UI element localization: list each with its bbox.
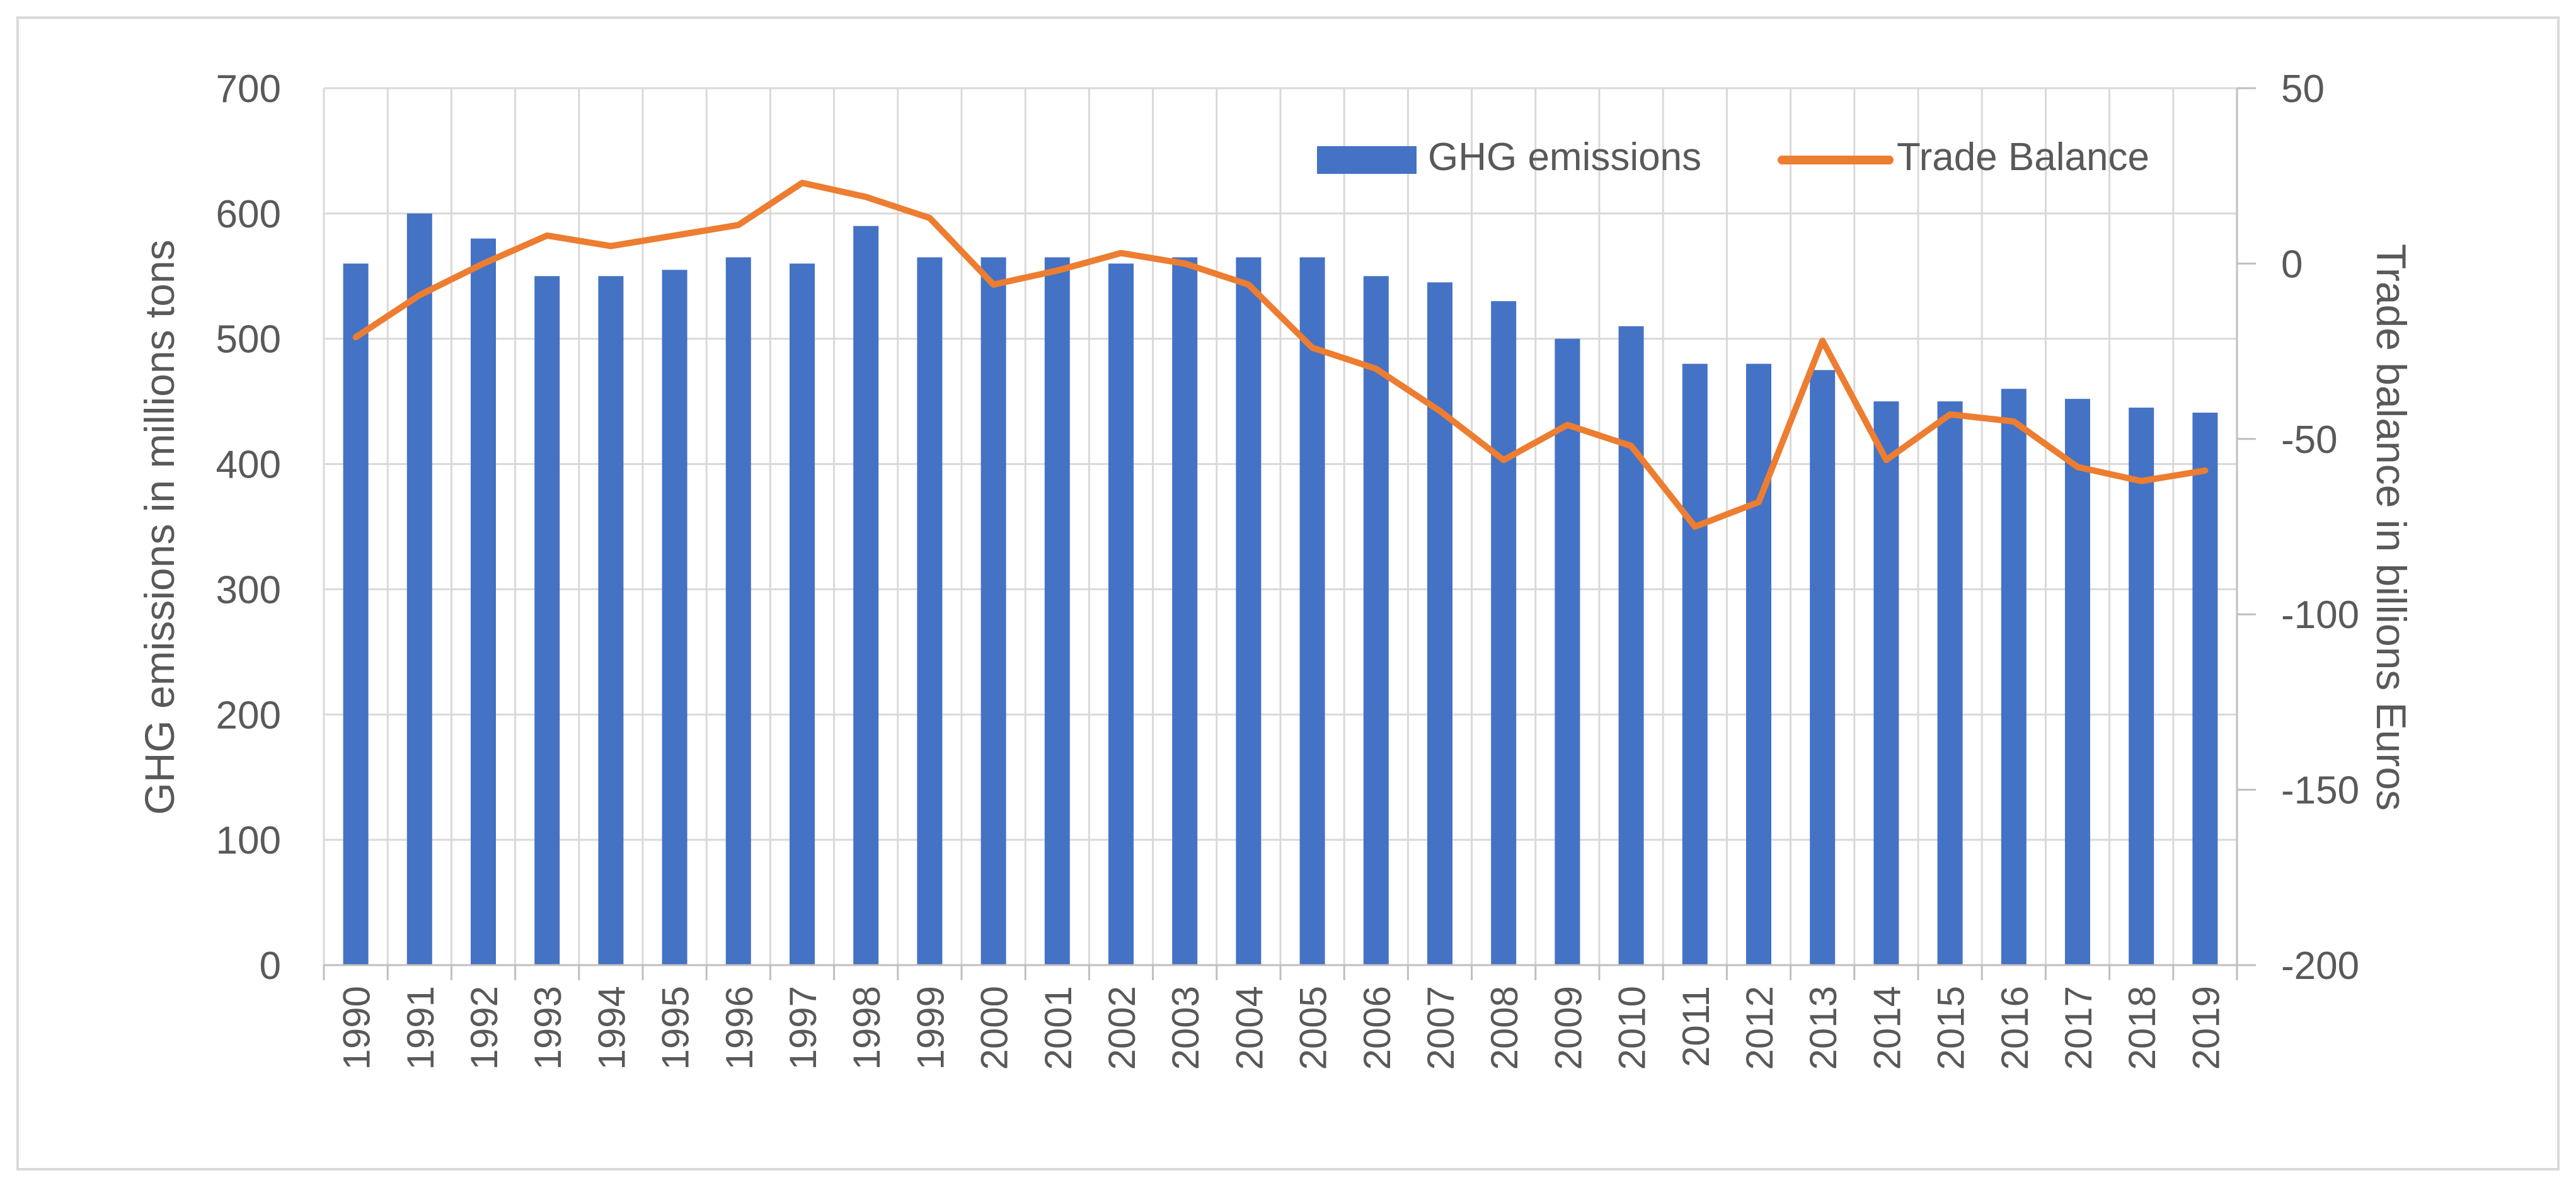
point-trade-1996	[738, 224, 739, 226]
x-tick-label-1995: 1995	[655, 986, 697, 1070]
bar-ghg-2011	[1682, 363, 1708, 965]
x-tick-label-2005: 2005	[1292, 986, 1335, 1070]
bar-ghg-2008	[1491, 301, 1517, 965]
y2-tick-label: -150	[2281, 769, 2359, 813]
axis-layer: 0 100 200 300 400 500 600 700 -200 -150 -100 -50 0 50…	[216, 67, 2360, 1070]
bar-ghg-1995	[662, 270, 687, 965]
bar-ghg-1990	[343, 263, 369, 965]
bar-ghg-1998	[853, 226, 879, 965]
bar-ghg-2003	[1172, 257, 1198, 965]
x-tick-label-2013: 2013	[1802, 986, 1844, 1070]
x-tick-label-1997: 1997	[782, 986, 824, 1070]
bar-ghg-1994	[598, 276, 624, 966]
bar-ghg-1992	[471, 238, 496, 966]
line-layer	[352, 180, 2209, 530]
x-tick-label-2002: 2002	[1101, 986, 1143, 1070]
x-tick-label-2017: 2017	[2057, 986, 2100, 1070]
bar-ghg-1997	[790, 263, 815, 965]
y-tick-label: 300	[216, 568, 281, 612]
x-tick-label-2010: 2010	[1611, 986, 1653, 1070]
point-trade-1999	[929, 217, 930, 219]
x-tick-label-2006: 2006	[1356, 986, 1398, 1070]
legend-label-ghg: GHG emissions	[1428, 135, 1701, 179]
bar-ghg-1999	[917, 257, 943, 965]
point-trade-2004	[1248, 284, 1249, 285]
legend-layer: GHG emissions Trade Balance	[1317, 135, 2149, 179]
x-tick-label-2007: 2007	[1420, 986, 1462, 1070]
legend-swatch-ghg	[1317, 146, 1417, 174]
y2-tick-label: -100	[2281, 593, 2359, 637]
bar-ghg-2010	[1618, 326, 1644, 965]
bar-ghg-2007	[1427, 282, 1452, 966]
point-trade-1992	[483, 263, 484, 264]
x-tick-label-2019: 2019	[2185, 986, 2227, 1070]
x-tick-label-2000: 2000	[974, 986, 1016, 1070]
bar-ghg-1996	[725, 257, 751, 965]
y-tick-label: 400	[216, 443, 281, 487]
bar-ghg-2016	[2001, 389, 2027, 965]
point-trade-2000	[993, 284, 994, 285]
bar-ghg-2013	[1810, 370, 1836, 965]
x-tick-label-2015: 2015	[1930, 986, 1972, 1070]
bar-ghg-2017	[2065, 399, 2090, 965]
point-trade-1995	[674, 235, 676, 236]
legend-label-trade: Trade Balance	[1897, 135, 2149, 179]
x-tick-label-2012: 2012	[1739, 986, 1781, 1070]
bar-ghg-2002	[1108, 263, 1134, 965]
y-tick-label: 700	[216, 67, 281, 111]
x-tick-label-2011: 2011	[1675, 986, 1717, 1067]
x-tick-label-2004: 2004	[1228, 986, 1270, 1070]
x-tick-label-1996: 1996	[718, 986, 761, 1070]
bar-ghg-1991	[406, 213, 432, 965]
bar-ghg-2006	[1363, 276, 1389, 966]
x-tick-label-2014: 2014	[1866, 986, 1908, 1070]
x-tick-label-2001: 2001	[1037, 986, 1079, 1070]
point-trade-1993	[546, 235, 548, 236]
y2-tick-label: -200	[2281, 944, 2359, 988]
y-tick-label: 500	[216, 318, 281, 362]
point-trade-1990	[355, 336, 357, 338]
y2-tick-label: 0	[2281, 243, 2303, 286]
bar-ghg-2000	[980, 257, 1006, 965]
x-tick-label-1993: 1993	[527, 986, 569, 1070]
x-tick-label-1991: 1991	[400, 986, 442, 1070]
bar-ghg-2012	[1746, 363, 1771, 965]
x-tick-label-2016: 2016	[1994, 986, 2036, 1070]
x-tick-label-1999: 1999	[909, 986, 952, 1070]
bar-ghg-2004	[1236, 257, 1262, 965]
bar-ghg-2001	[1044, 257, 1070, 965]
chart-border	[16, 16, 2560, 1170]
y-tick-label: 600	[216, 193, 281, 236]
bar-ghg-2005	[1299, 257, 1325, 965]
y-tick-label: 100	[216, 819, 281, 862]
x-tick-label-1998: 1998	[846, 986, 888, 1070]
y-axis-title: GHG emissions in millions tons	[136, 239, 183, 815]
x-tick-label-1994: 1994	[590, 986, 633, 1070]
y-tick-label: 200	[216, 694, 281, 737]
y2-tick-label: 50	[2281, 67, 2325, 111]
bar-ghg-2014	[1873, 401, 1899, 965]
x-tick-label-1992: 1992	[463, 986, 505, 1070]
bar-ghg-1993	[534, 276, 560, 966]
x-tick-label-2008: 2008	[1483, 986, 1526, 1070]
x-tick-label-2003: 2003	[1164, 986, 1207, 1070]
bar-ghg-2009	[1555, 338, 1580, 965]
line-trade-balance	[352, 180, 2209, 530]
point-trade-2013	[1822, 340, 1823, 341]
bar-ghg-2018	[2129, 408, 2154, 965]
x-tick-label-2009: 2009	[1547, 986, 1589, 1070]
y2-axis-title: Trade balance in billions Euros	[2368, 244, 2415, 811]
point-trade-2014	[1885, 459, 1887, 461]
x-tick-label-1990: 1990	[336, 986, 378, 1070]
bar-ghg-2015	[1937, 401, 1963, 965]
y-tick-label: 0	[260, 944, 281, 988]
bar-ghg-2019	[2192, 413, 2218, 965]
bar-layer	[343, 213, 2218, 966]
x-tick-label-2018: 2018	[2121, 986, 2163, 1070]
y2-tick-label: -50	[2281, 418, 2338, 462]
